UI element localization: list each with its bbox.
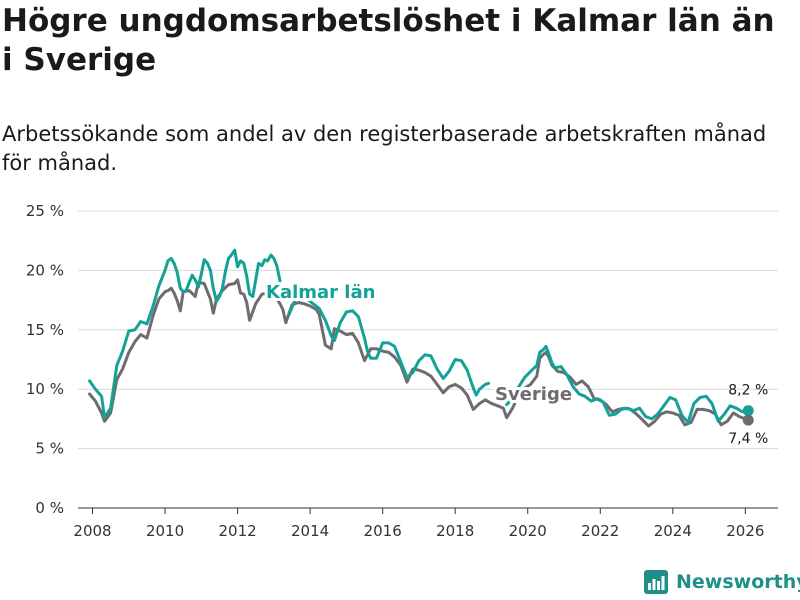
chart-subtitle: Arbetssökande som andel av den registerb… [2, 122, 767, 175]
series-line-sverige [88, 278, 750, 428]
chart-title: Högre ungdomsarbetslöshet i Kalmar län ä… [2, 3, 775, 78]
y-tick-label: 20 % [26, 261, 64, 279]
x-tick-label: 2012 [218, 522, 256, 540]
y-tick-label: 0 % [35, 499, 64, 517]
y-tick-label: 10 % [26, 380, 64, 398]
series-line-kalmar-segment-1 [88, 248, 282, 420]
brand-name: Newsworthy [676, 571, 800, 593]
end-point-kalmar [742, 405, 754, 417]
x-tick-label: 2026 [726, 522, 764, 540]
series-label-kalmar: Kalmar län [266, 282, 375, 303]
x-tick-label: 2010 [146, 522, 184, 540]
y-tick-label: 25 % [26, 202, 64, 220]
x-tick-label: 2022 [581, 522, 619, 540]
bar-chart-logo-icon [644, 570, 668, 594]
y-tick-label: 5 % [35, 440, 64, 458]
x-tick-label: 2018 [436, 522, 474, 540]
end-label-kalmar: 8,2 % [728, 383, 768, 399]
end-label-sverige: 7,4 % [728, 431, 768, 447]
x-tick-label: 2016 [364, 522, 402, 540]
series-line-kalmar-segment-2 [287, 293, 491, 397]
x-tick-label: 2020 [509, 522, 547, 540]
newsworthy-brand: Newsworthy [644, 570, 800, 594]
x-tick-label: 2024 [654, 522, 692, 540]
y-tick-label: 15 % [26, 321, 64, 339]
end-point-sverige [742, 414, 754, 426]
x-tick-label: 2008 [73, 522, 111, 540]
x-tick-label: 2014 [291, 522, 329, 540]
series-line-kalmar-segment-3 [505, 344, 750, 424]
series-label-sverige: Sverige [495, 384, 572, 405]
